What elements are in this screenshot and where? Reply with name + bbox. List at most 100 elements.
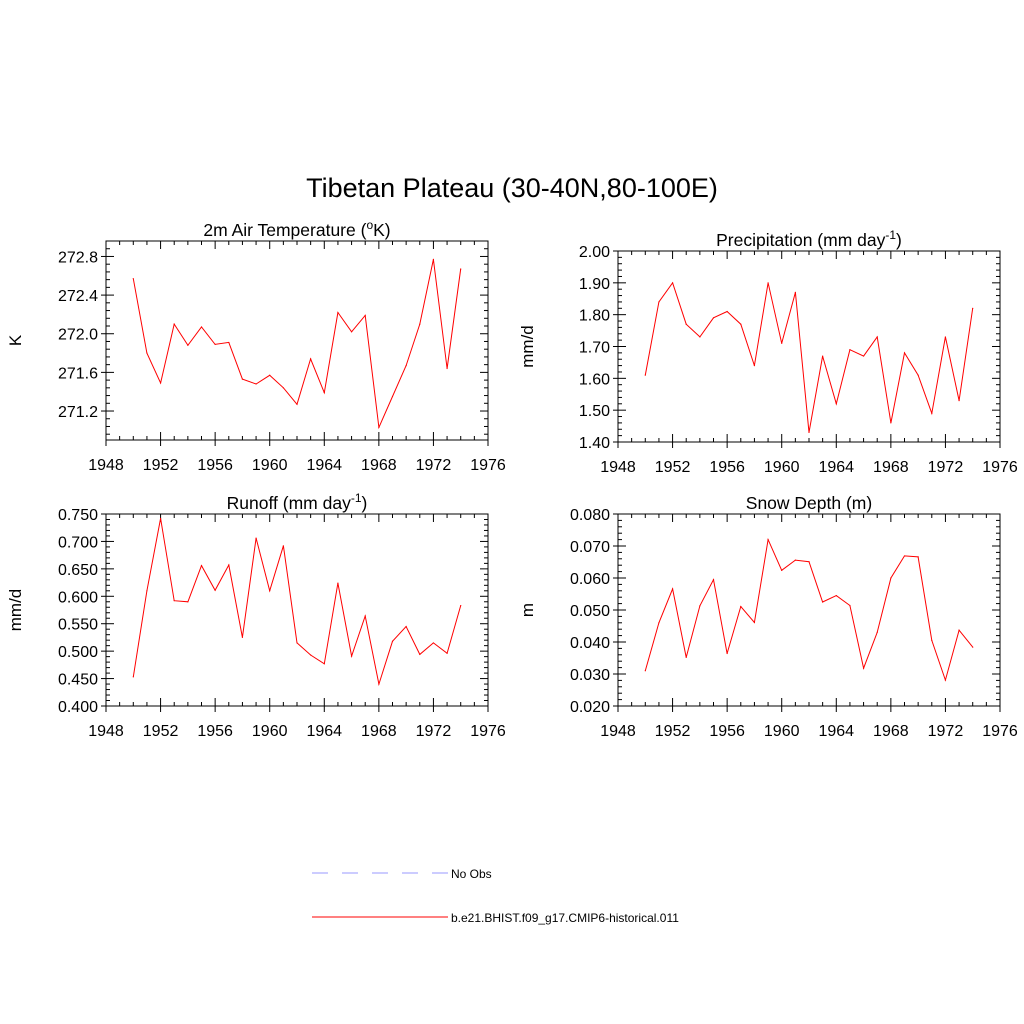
- chart-panel-3: Runoff (mm day-1) 1948 1952 1956 1960 1964 196…: [6, 491, 506, 740]
- data-point: [419, 323, 421, 325]
- data-point: [958, 629, 960, 631]
- data-point: [835, 595, 837, 597]
- x-tick-label: 1948: [600, 459, 636, 476]
- x-tick-label: 1952: [143, 723, 179, 740]
- data-point: [972, 307, 974, 309]
- x-tick-label: 1960: [764, 459, 800, 476]
- y-tick-label: 0.040: [570, 635, 610, 652]
- data-point: [173, 323, 175, 325]
- x-tick-label: 1976: [470, 457, 506, 474]
- x-tick-label: 1964: [818, 459, 854, 476]
- x-tick-label: 1948: [88, 457, 124, 474]
- x-tick-label: 1956: [197, 457, 233, 474]
- x-tick-label: 1952: [655, 723, 691, 740]
- series-line: [644, 281, 974, 433]
- y-tick-label: 0.070: [570, 539, 610, 556]
- data-point: [255, 383, 257, 385]
- figure-title: Tibetan Plateau (30-40N,80-100E): [306, 173, 718, 203]
- data-point: [644, 670, 646, 672]
- panel-title: 2m Air Temperature (oK): [203, 218, 390, 240]
- y-tick-label: 0.030: [570, 667, 610, 684]
- panel-title: Precipitation (mm day-1): [716, 228, 902, 250]
- series-line: [644, 537, 974, 682]
- y-tick-label: 0.050: [570, 603, 610, 620]
- data-point: [432, 642, 435, 644]
- data-point: [187, 344, 189, 346]
- x-tick-label: 1968: [873, 723, 909, 740]
- y-tick-label: 1.90: [579, 276, 610, 293]
- x-tick-label: 1976: [982, 723, 1018, 740]
- x-tick-label: 1964: [818, 723, 854, 740]
- data-point: [658, 622, 660, 624]
- data-point: [862, 667, 865, 669]
- x-tick-label: 1956: [197, 723, 233, 740]
- data-point: [405, 365, 407, 367]
- x-tick-label: 1976: [470, 723, 506, 740]
- data-point: [228, 564, 230, 566]
- x-tick-label: 1964: [306, 723, 342, 740]
- x-tick-label: 1972: [928, 459, 964, 476]
- x-tick-label: 1960: [764, 723, 800, 740]
- y-tick-label: 0.700: [58, 534, 98, 551]
- data-point: [241, 378, 244, 380]
- data-point: [187, 601, 189, 603]
- legend: No Obs b.e21.BHIST.f09_g17.CMIP6-historic…: [312, 867, 679, 925]
- data-point: [364, 314, 366, 316]
- data-point: [310, 358, 312, 360]
- y-tick-label: 271.6: [58, 365, 98, 382]
- data-point: [378, 683, 380, 685]
- data-point: [310, 654, 312, 656]
- data-point: [726, 652, 728, 655]
- data-point: [460, 268, 462, 270]
- legend-label: No Obs: [451, 867, 492, 881]
- data-point: [958, 400, 960, 402]
- x-tick-label: 1976: [982, 459, 1018, 476]
- series-line: [132, 518, 462, 687]
- data-point: [282, 387, 284, 389]
- data-point: [944, 679, 947, 681]
- data-point: [132, 676, 134, 678]
- x-tick-label: 1952: [655, 459, 691, 476]
- data-point: [712, 579, 715, 581]
- x-tick-label: 1956: [709, 459, 745, 476]
- data-point: [712, 317, 715, 319]
- data-point: [200, 326, 203, 328]
- data-point: [255, 537, 257, 539]
- data-point: [378, 426, 380, 429]
- y-axis-label: m: [518, 603, 537, 617]
- x-tick-label: 1960: [252, 457, 288, 474]
- x-tick-label: 1968: [361, 723, 397, 740]
- y-tick-label: 1.50: [579, 403, 610, 420]
- y-tick-label: 1.70: [579, 340, 610, 357]
- data-point: [146, 352, 148, 354]
- data-point: [269, 374, 271, 376]
- data-point: [822, 601, 824, 603]
- data-point: [432, 258, 435, 260]
- data-point: [808, 561, 810, 563]
- data-point: [644, 374, 646, 376]
- x-tick-label: 1972: [928, 723, 964, 740]
- data-point: [767, 539, 769, 541]
- data-point: [849, 349, 851, 351]
- legend-label: b.e21.BHIST.f09_g17.CMIP6-historical.011: [451, 911, 679, 925]
- y-tick-label: 0.080: [570, 507, 610, 524]
- panel-title: Runoff (mm day-1): [227, 491, 368, 513]
- data-point: [685, 656, 687, 658]
- data-point: [726, 310, 728, 313]
- panels: 2m Air Temperature (oK) 1948 1952 1956 1960 1…: [6, 218, 1018, 740]
- x-tick-label: 1956: [709, 723, 745, 740]
- data-point: [132, 278, 134, 280]
- x-tick-label: 1972: [416, 457, 452, 474]
- data-point: [740, 605, 742, 608]
- y-tick-label: 0.600: [58, 589, 98, 606]
- data-point: [282, 545, 284, 547]
- data-point: [917, 556, 919, 558]
- data-point: [931, 639, 933, 642]
- data-point: [446, 367, 448, 370]
- data-point: [903, 352, 906, 354]
- data-point: [391, 640, 394, 642]
- data-point: [794, 559, 796, 561]
- plot-frame: [617, 250, 1001, 443]
- plot-frame: [105, 513, 489, 707]
- y-tick-label: 1.40: [579, 435, 610, 452]
